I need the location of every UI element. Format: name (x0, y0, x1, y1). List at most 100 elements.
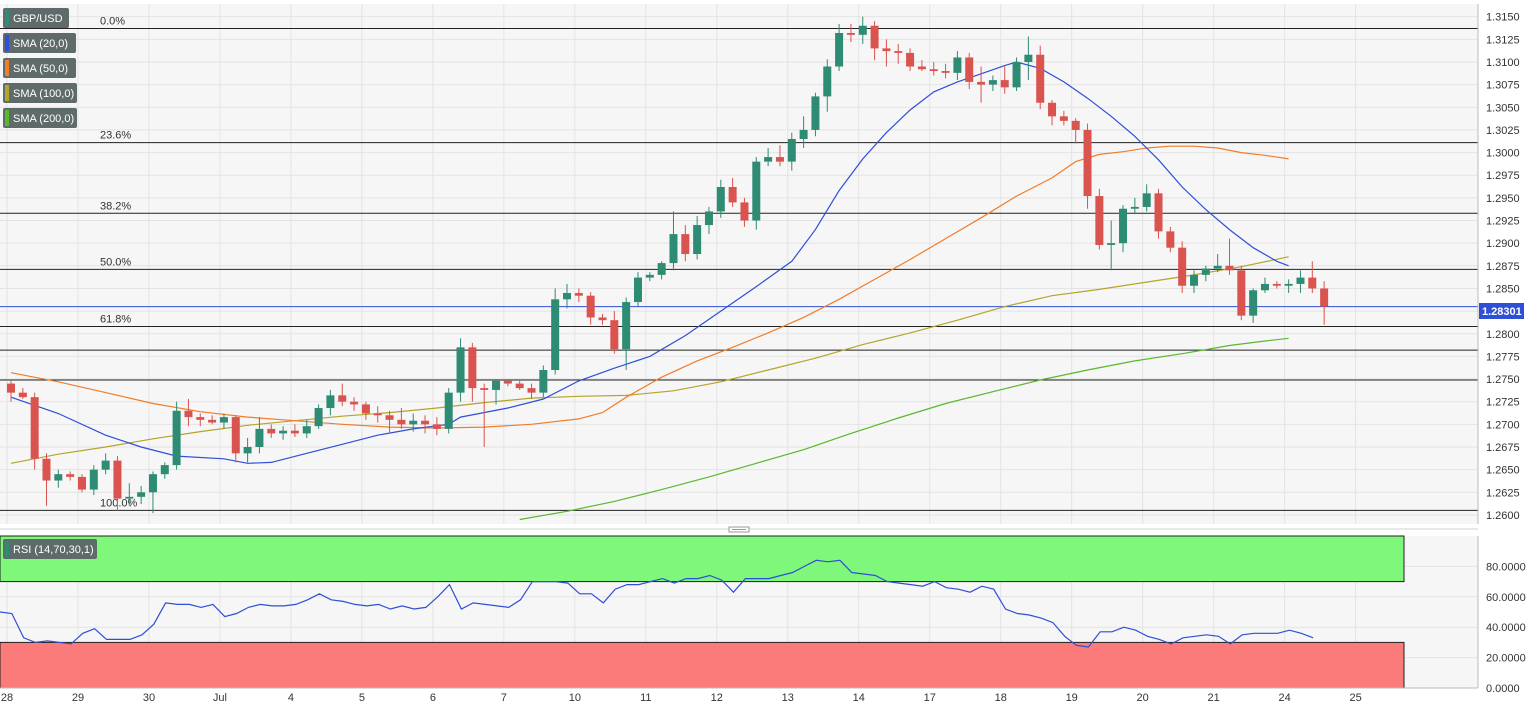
candle-body (527, 388, 536, 393)
candle-body (160, 465, 169, 475)
legend-sma100[interactable]: SMA (100,0) (3, 83, 77, 103)
rsi-tick-label: 40.0000 (1486, 622, 1526, 634)
bullish-candle (326, 389, 335, 416)
bullish-candle (669, 211, 678, 271)
price-tick-label: 1.3150 (1486, 12, 1520, 24)
rsi-indicator (0, 535, 1405, 689)
legend: GBP/USD SMA (20,0) SMA (50,0) SMA (100,0… (3, 8, 97, 559)
bearish-candle (1178, 241, 1187, 293)
bearish-candle (1166, 226, 1175, 253)
bullish-candle (302, 419, 311, 438)
bullish-candle (1024, 36, 1033, 81)
fibonacci-label: 50.0% (100, 256, 131, 268)
bullish-candle (622, 297, 631, 370)
bearish-candle (965, 52, 974, 90)
bearish-candle (1071, 118, 1080, 144)
price-tick-label: 1.2700 (1486, 419, 1520, 431)
legend-sma20[interactable]: SMA (20,0) (3, 33, 76, 53)
candle-body (1213, 265, 1222, 269)
candle-body (1095, 196, 1104, 245)
bullish-candle (1130, 197, 1139, 215)
bearish-candle (1036, 45, 1045, 110)
candle-body (657, 263, 666, 275)
bearish-candle (681, 225, 690, 262)
bullish-candle (1012, 57, 1021, 91)
legend-sma200[interactable]: SMA (200,0) (3, 108, 77, 128)
price-tick-label: 1.2675 (1486, 442, 1520, 454)
legend-symbol[interactable]: GBP/USD (3, 8, 69, 28)
rsi-line (0, 559, 1314, 648)
bullish-candle (657, 261, 666, 280)
candle-body (373, 413, 382, 416)
candle-body (669, 234, 678, 264)
bearish-candle (515, 379, 524, 390)
bullish-candle (444, 388, 453, 434)
candle-body (7, 383, 15, 393)
candle-body (988, 80, 997, 85)
candle-body (480, 388, 489, 390)
candle-body (267, 428, 276, 434)
bullish-candle (716, 179, 725, 218)
candle-body (1048, 102, 1057, 117)
bullish-candle (645, 272, 654, 282)
bullish-candle (160, 462, 169, 479)
legend-sma50-label: SMA (50,0) (13, 63, 68, 75)
bullish-candle (693, 215, 702, 260)
time-tick-label: 18 (995, 692, 1007, 704)
bullish-candle (539, 365, 548, 398)
bearish-candle (267, 424, 276, 438)
candle-body (492, 380, 501, 390)
bearish-candle (917, 60, 926, 72)
bearish-candle (574, 288, 583, 303)
candle-body (397, 419, 406, 425)
sma20-line (10, 61, 1289, 464)
bearish-candle (870, 21, 879, 61)
bearish-candle (586, 292, 595, 325)
candle-body (752, 161, 761, 221)
rsi-oversold-zone (0, 641, 1405, 689)
bullish-candle (89, 465, 98, 496)
bullish-candle (137, 485, 146, 505)
bearish-candle (929, 61, 938, 76)
bearish-candle (397, 408, 406, 429)
bullish-candle (1249, 288, 1258, 323)
price-tick-label: 1.3025 (1486, 125, 1520, 137)
bearish-candle (113, 456, 122, 511)
candle-body (846, 32, 855, 35)
bearish-candle (882, 39, 891, 67)
candle-body (30, 397, 39, 459)
legend-sma200-label: SMA (200,0) (13, 113, 74, 125)
candle-body (1249, 290, 1258, 316)
price-tick-label: 1.2875 (1486, 261, 1520, 273)
rsi-tick-label: 60.0000 (1486, 592, 1526, 604)
bearish-candle (196, 413, 205, 427)
time-tick-label: 7 (501, 692, 507, 704)
candle-body (89, 469, 98, 490)
legend-rsi[interactable]: RSI (14,70,30,1) (3, 539, 97, 559)
bullish-candle (1296, 270, 1305, 293)
candle-body (1272, 283, 1281, 286)
candle-body (622, 302, 631, 350)
legend-sma50[interactable]: SMA (50,0) (3, 58, 76, 78)
rsi-tick-label: 80.0000 (1486, 561, 1526, 573)
current-price-label: 1.28301 (1482, 306, 1522, 318)
candle-body (1201, 268, 1210, 275)
fibonacci-label: 38.2% (100, 200, 131, 212)
time-tick-label: Jul (213, 692, 227, 704)
price-tick-label: 1.2650 (1486, 465, 1520, 477)
candle-body (1083, 129, 1092, 197)
candle-body (894, 51, 903, 53)
bullish-candle (953, 51, 962, 81)
candle-body (1260, 283, 1269, 291)
bearish-candle (1320, 281, 1329, 325)
sma200-line (519, 337, 1289, 521)
candle-body (515, 383, 524, 389)
candle-body (1296, 277, 1305, 284)
bearish-candle (208, 415, 217, 425)
candle-body (231, 417, 240, 454)
panel-resize-handle[interactable] (728, 526, 750, 533)
candle-body (1142, 193, 1151, 207)
candle-body (1308, 277, 1317, 289)
candle-body (1059, 116, 1068, 121)
bearish-candle (385, 410, 394, 434)
